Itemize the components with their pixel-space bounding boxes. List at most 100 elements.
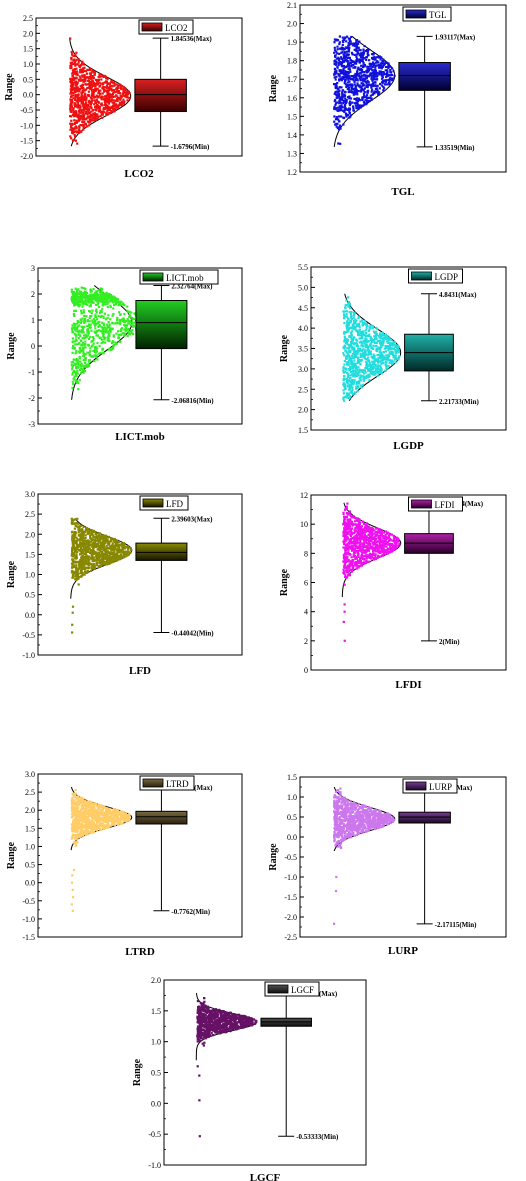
data-point (369, 62, 372, 65)
data-point (92, 288, 95, 291)
data-point (348, 80, 351, 83)
data-point (88, 300, 91, 303)
data-point (108, 562, 111, 565)
data-point (348, 97, 351, 100)
data-point (71, 328, 74, 331)
data-point (361, 383, 364, 386)
data-point (340, 71, 343, 74)
panel-lict-mob: -3-2-10123RangeLICT.mob2.32764(Max)-2.06… (6, 264, 243, 443)
data-point (363, 74, 366, 77)
data-point (338, 79, 341, 82)
data-point (385, 367, 388, 370)
data-point (84, 542, 87, 545)
max-label: 1.84536(Max) (171, 35, 213, 43)
data-point (106, 108, 109, 111)
data-point (93, 563, 96, 566)
data-point (333, 67, 336, 70)
y-tick-label: 2.5 (298, 385, 308, 394)
data-point (364, 332, 367, 335)
data-point (349, 114, 353, 117)
data-point (77, 120, 80, 123)
data-point (74, 326, 77, 329)
data-point (90, 118, 93, 121)
data-point (104, 98, 107, 101)
data-point (348, 303, 351, 306)
data-point (387, 347, 391, 351)
data-point (89, 326, 92, 329)
data-point (352, 373, 356, 376)
data-point (92, 295, 95, 299)
data-point (353, 80, 356, 84)
data-point (375, 350, 378, 353)
data-point (77, 106, 80, 109)
y-tick-label: 1.9 (287, 38, 297, 47)
data-point (89, 106, 92, 109)
data-point (108, 112, 111, 115)
data-point (122, 553, 125, 557)
data-point (130, 323, 133, 326)
legend-label: TGL (429, 10, 447, 20)
data-point (92, 339, 95, 342)
data-point (99, 311, 102, 315)
data-point (119, 86, 122, 89)
data-point (388, 65, 391, 68)
data-point (95, 551, 98, 554)
data-point (107, 337, 110, 341)
data-point (341, 92, 344, 95)
data-point (126, 99, 129, 102)
data-point (384, 542, 388, 545)
data-point (104, 336, 107, 340)
data-point (347, 394, 350, 397)
data-point (80, 325, 83, 328)
data-point (377, 61, 380, 64)
data-point (78, 290, 81, 293)
data-point (379, 348, 382, 351)
data-point (385, 61, 389, 64)
data-point (93, 99, 96, 102)
data-point (353, 375, 356, 378)
data-point (377, 360, 381, 363)
data-point (82, 126, 85, 129)
data-point (384, 333, 387, 336)
data-point (362, 353, 365, 357)
data-point (115, 106, 118, 109)
data-point (360, 334, 363, 337)
data-point (343, 66, 346, 69)
data-point (79, 558, 82, 562)
data-point (78, 111, 81, 114)
data-point (393, 74, 396, 77)
data-point (71, 113, 75, 117)
data-point (386, 71, 389, 75)
data-point (347, 47, 350, 50)
data-point (372, 78, 375, 81)
data-point (108, 86, 111, 89)
data-point (366, 347, 370, 350)
data-point (341, 75, 344, 79)
data-point (380, 61, 383, 64)
data-point (85, 315, 88, 318)
data-point (71, 537, 74, 540)
data-point (356, 390, 359, 393)
data-point (99, 351, 102, 354)
data-point (110, 548, 113, 552)
data-point (73, 527, 76, 530)
data-point (110, 84, 113, 87)
data-point (365, 522, 368, 525)
data-point (75, 545, 79, 548)
data-point (359, 90, 363, 93)
data-point (367, 81, 370, 84)
data-point (100, 290, 103, 294)
data-point (349, 59, 352, 62)
data-point (70, 137, 73, 140)
data-point (93, 351, 96, 354)
data-point (347, 42, 350, 45)
data-point (357, 334, 360, 337)
data-point (110, 105, 113, 108)
data-point (79, 77, 82, 80)
data-point (86, 528, 90, 531)
data-point (345, 303, 348, 307)
data-point (73, 560, 77, 563)
data-point (120, 333, 123, 336)
data-point (108, 560, 111, 563)
data-point (70, 98, 73, 102)
